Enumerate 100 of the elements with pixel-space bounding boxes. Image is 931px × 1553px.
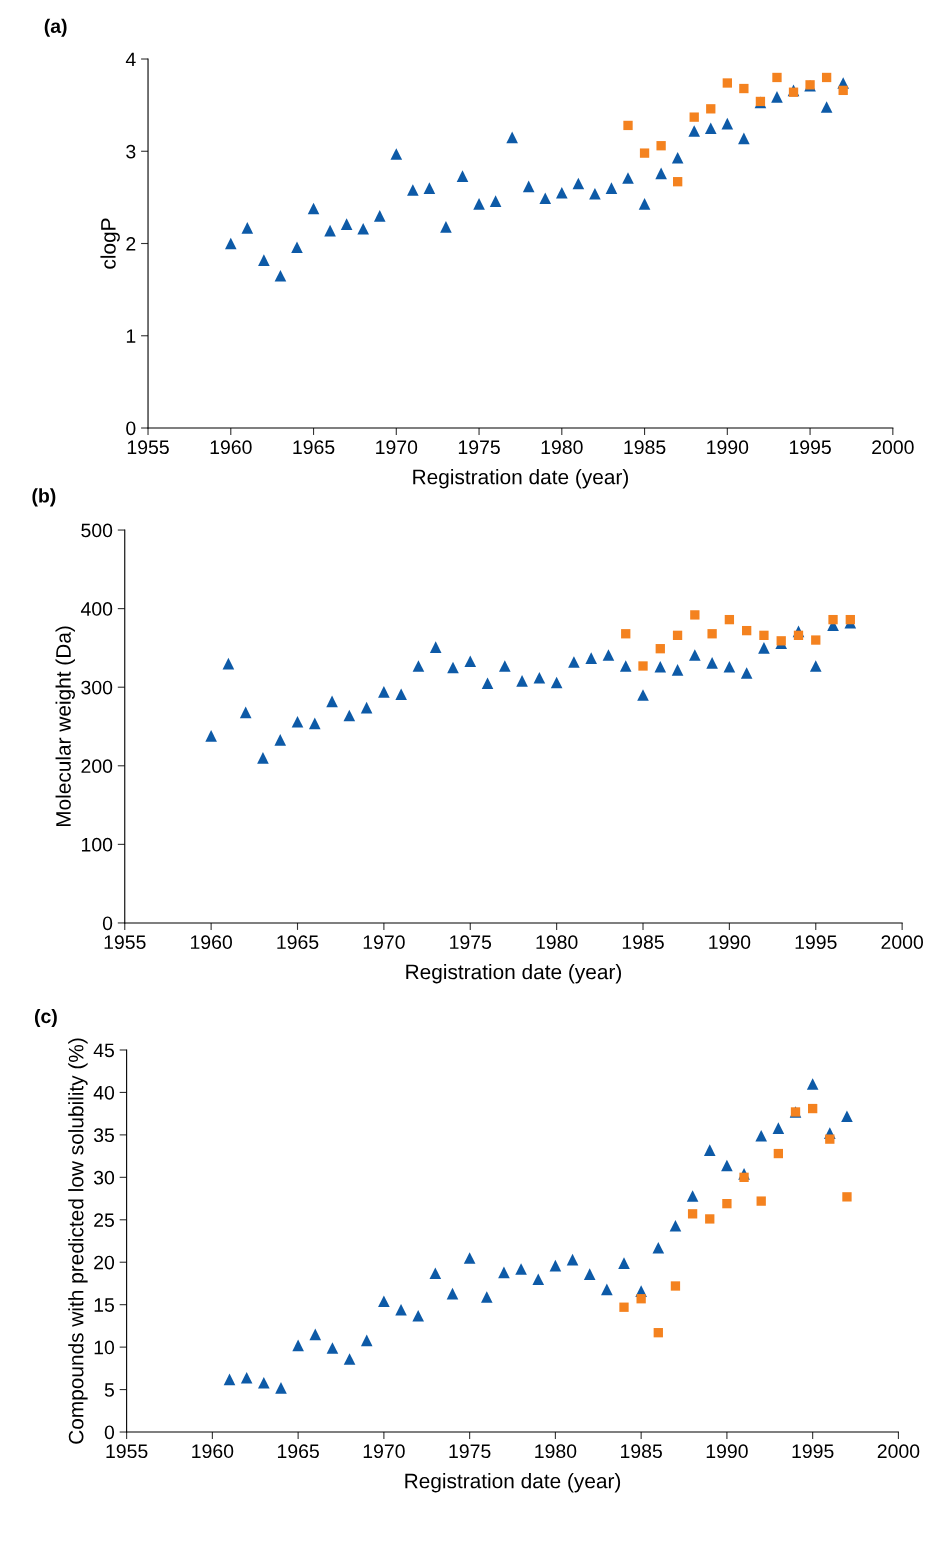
point [412, 1309, 424, 1322]
point [549, 1259, 562, 1272]
y-axis-title: Compounds with predicted low solubility (%) [68, 1038, 88, 1444]
point [688, 125, 701, 137]
point [686, 1190, 699, 1202]
point [258, 254, 270, 266]
point [842, 1192, 852, 1202]
point [638, 661, 648, 671]
y-axis-title: Molecular weight (Da) [55, 626, 75, 827]
y-tick-label: 3 [126, 144, 136, 159]
point [326, 695, 338, 708]
point [357, 222, 369, 235]
point [670, 1281, 681, 1291]
y-tick-label: 0 [102, 916, 113, 931]
x-tick-label: 1985 [624, 440, 666, 455]
point [489, 195, 502, 207]
chart-title: (b) [32, 488, 56, 507]
point [820, 101, 833, 113]
point [811, 635, 821, 645]
y-tick-label: 2 [126, 236, 136, 251]
point [506, 131, 518, 144]
point [446, 1287, 459, 1300]
point [583, 1268, 596, 1280]
point [639, 148, 650, 158]
point [473, 198, 485, 210]
point [532, 1273, 545, 1286]
chart-title: (c) [34, 1008, 57, 1028]
point [808, 1103, 818, 1114]
point [275, 1382, 287, 1394]
point [516, 675, 528, 687]
point [828, 614, 838, 625]
point [809, 660, 822, 672]
point [637, 689, 649, 701]
point [707, 629, 717, 639]
x-tick-label: 1955 [104, 935, 146, 950]
x-tick-label: 1975 [449, 1444, 491, 1459]
y-tick-label: 1 [126, 329, 136, 343]
x-axis-title: Registration date (year) [413, 469, 628, 489]
point [589, 187, 601, 200]
point [619, 1302, 629, 1312]
point [343, 709, 356, 722]
point [602, 649, 615, 661]
x-axis-title: Registration date (year) [406, 963, 622, 984]
point [623, 120, 633, 131]
point [395, 688, 407, 701]
point [308, 717, 321, 730]
point [687, 1209, 698, 1219]
point [464, 655, 477, 668]
point [739, 83, 749, 94]
point [652, 1241, 665, 1254]
point [845, 614, 855, 625]
y-tick-label: 0 [104, 1425, 115, 1440]
point [655, 644, 665, 654]
x-tick-label: 1995 [792, 1444, 834, 1459]
y-tick-label: 0 [126, 421, 136, 436]
point [205, 730, 217, 742]
y-tick-label: 10 [94, 1340, 115, 1355]
point [738, 132, 750, 145]
y-tick-label: 45 [93, 1043, 114, 1058]
y-tick-label: 300 [81, 680, 113, 695]
point [601, 1283, 613, 1296]
point [566, 1253, 579, 1266]
x-tick-label: 1965 [293, 440, 335, 455]
point [653, 1328, 663, 1338]
point [533, 671, 546, 684]
y-tick-label: 40 [93, 1085, 115, 1100]
point [407, 184, 419, 196]
point [568, 656, 580, 668]
point [258, 1376, 270, 1389]
point [622, 172, 634, 184]
point [755, 1129, 768, 1142]
point [481, 677, 494, 690]
point [793, 630, 804, 640]
y-tick-label: 400 [80, 602, 113, 616]
point [772, 72, 782, 83]
point [585, 652, 597, 664]
point [343, 1353, 356, 1365]
y-tick-label: 20 [94, 1255, 115, 1270]
x-tick-label: 1995 [789, 440, 831, 455]
x-tick-label: 1980 [536, 935, 578, 950]
point [463, 1252, 476, 1264]
point [309, 1328, 322, 1341]
point [724, 614, 735, 625]
point [412, 660, 425, 672]
point [222, 657, 235, 670]
x-tick-label: 2000 [877, 1444, 920, 1459]
point [740, 667, 753, 679]
point [423, 182, 436, 194]
point [758, 642, 770, 654]
point [689, 649, 701, 661]
point [773, 1148, 784, 1159]
y-tick-label: 500 [81, 523, 113, 538]
x-tick-label: 1960 [192, 1444, 234, 1459]
y-axis-title: clogP [100, 218, 120, 269]
point [742, 625, 752, 636]
point [440, 221, 452, 233]
point [619, 660, 632, 672]
point [705, 1214, 715, 1224]
point [723, 660, 736, 673]
point [240, 1371, 253, 1384]
